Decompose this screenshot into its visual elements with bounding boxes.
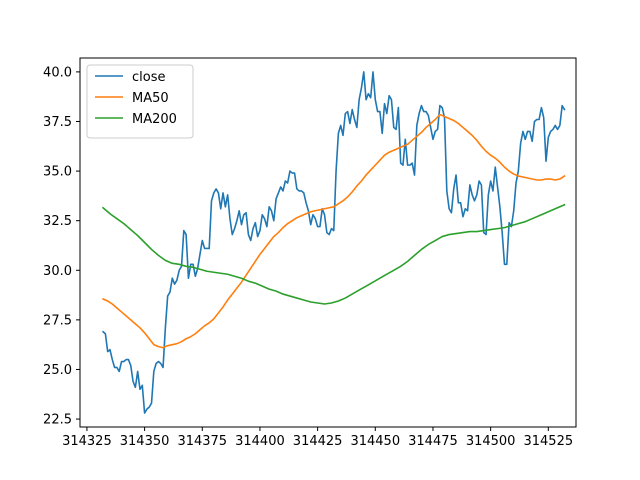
legend-label-ma200: MA200 (132, 112, 177, 127)
x-axis: 314325 314350 314375 314400 314425 314450 3144… (62, 427, 573, 449)
y-axis: 22.5 25.0 27.5 30.0 32.5 35.0 37.5 40.0 (43, 65, 80, 428)
x-tick-label: 314475 (408, 434, 458, 449)
y-tick-label: 25.0 (43, 363, 72, 378)
x-tick-label: 314500 (466, 434, 516, 449)
legend-label-close: close (132, 70, 165, 85)
y-tick-label: 37.5 (43, 115, 72, 130)
series-line-ma200 (101, 203, 566, 305)
axes-frame (79, 57, 577, 428)
x-tick-label: 314450 (350, 434, 400, 449)
series-line-ma50 (102, 113, 566, 349)
legend-label-ma50: MA50 (132, 91, 169, 106)
y-tick-label: 27.5 (43, 313, 72, 328)
x-tick-label: 314375 (177, 434, 227, 449)
x-tick-label: 314325 (62, 434, 112, 449)
y-tick-label: 22.5 (43, 413, 72, 428)
y-tick-label: 35.0 (43, 165, 72, 180)
y-tick-label: 40.0 (43, 65, 72, 80)
legend-box (86, 64, 194, 139)
y-tick-label: 32.5 (43, 214, 72, 229)
y-tick-label: 30.0 (43, 264, 72, 279)
legend: close MA50 MA200 (86, 64, 194, 139)
x-tick-label: 314350 (120, 434, 170, 449)
x-tick-label: 314400 (235, 434, 285, 449)
x-tick-label: 314525 (523, 434, 573, 449)
x-tick-label: 314425 (293, 434, 343, 449)
series-line-close (101, 71, 566, 414)
series-layer (101, 71, 566, 414)
